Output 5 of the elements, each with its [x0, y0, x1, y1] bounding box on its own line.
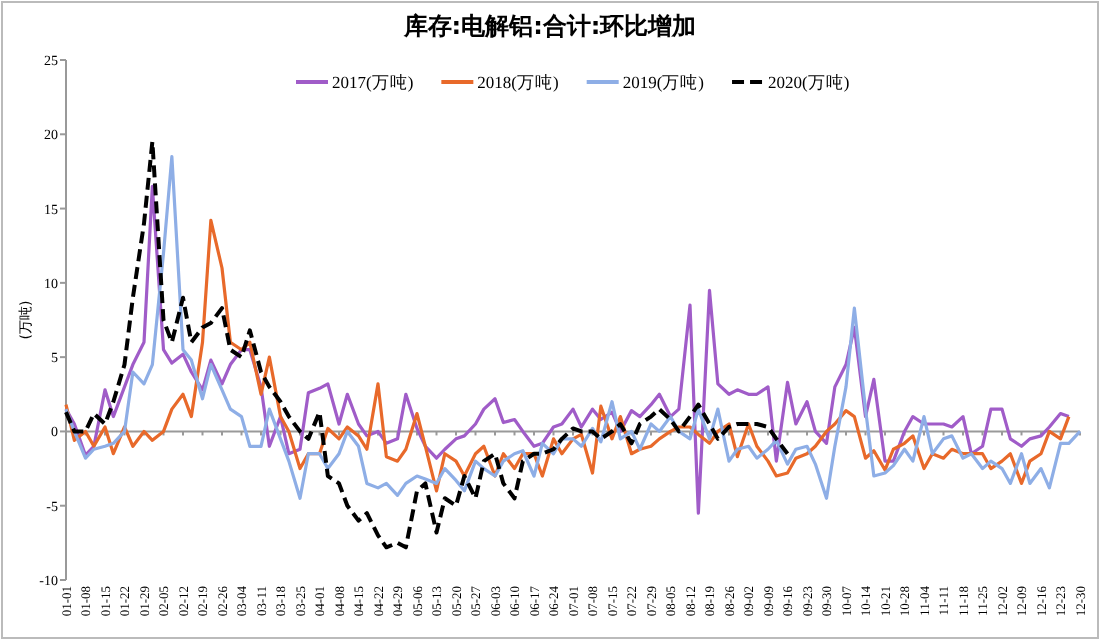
legend-label: 2019(万吨): [622, 72, 705, 92]
legend-label: 2018(万吨): [477, 72, 559, 92]
legend-label: 2020(万吨): [768, 72, 850, 92]
legend-label: 2017(万吨): [332, 72, 414, 92]
chart-title: 库存:电解铝:合计:环比增加: [401, 12, 697, 40]
